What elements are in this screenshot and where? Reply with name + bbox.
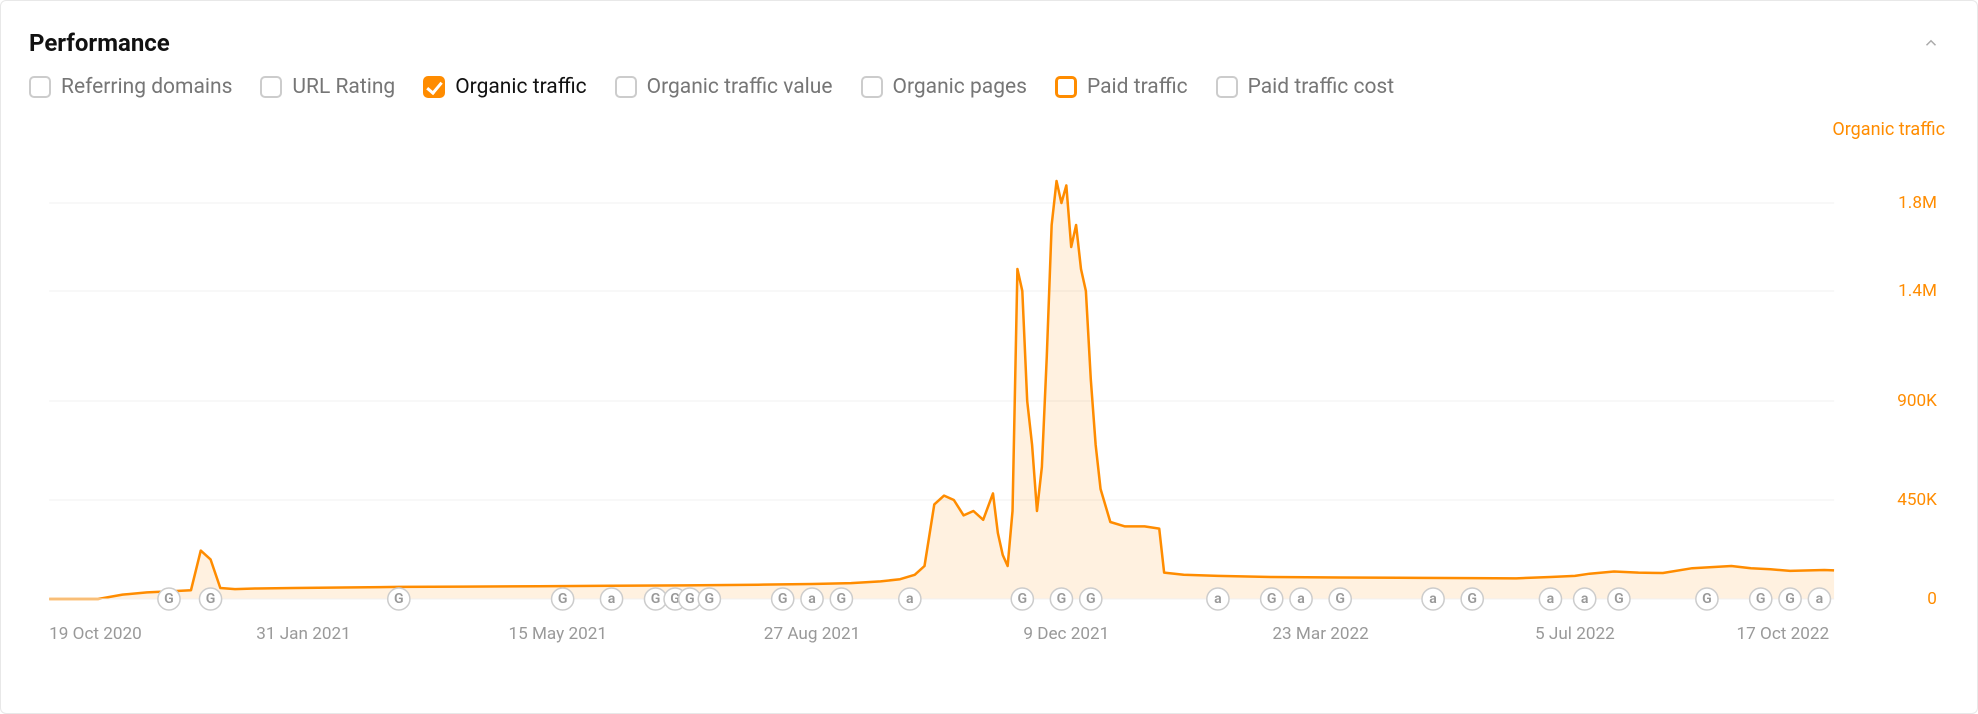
chevron-up-icon: [1922, 34, 1940, 52]
filter-label: Paid traffic: [1087, 75, 1188, 99]
x-tick-label: 5 Jul 2022: [1535, 624, 1615, 644]
checkbox-organic-pages[interactable]: [861, 76, 883, 98]
x-tick-label: 31 Jan 2021: [256, 624, 351, 644]
y-tick-label: 1.4M: [1898, 281, 1937, 301]
checkbox-referring-domains[interactable]: [29, 76, 51, 98]
update-marker-label: G: [1756, 591, 1766, 607]
filter-label: Referring domains: [61, 75, 232, 99]
y-tick-label: 0: [1927, 589, 1937, 609]
update-marker-label: G: [1017, 591, 1027, 607]
update-marker-label: G: [1467, 591, 1477, 607]
x-tick-label: 17 Oct 2022: [1737, 624, 1830, 644]
collapse-toggle[interactable]: [1917, 29, 1945, 57]
panel-header: Performance: [29, 29, 1945, 57]
filter-label: Organic traffic: [455, 75, 586, 99]
update-marker-label: G: [837, 591, 847, 607]
update-marker-label: G: [1335, 591, 1345, 607]
filter-label: URL Rating: [292, 75, 395, 99]
checkbox-paid-traffic[interactable]: [1055, 76, 1077, 98]
x-tick-label: 9 Dec 2021: [1023, 624, 1109, 644]
filter-label: Paid traffic cost: [1248, 75, 1395, 99]
update-marker-label: G: [558, 591, 568, 607]
checkbox-paid-traffic-cost[interactable]: [1216, 76, 1238, 98]
x-tick-label: 19 Oct 2020: [49, 624, 142, 644]
filter-organic-traffic[interactable]: Organic traffic: [423, 75, 586, 99]
y-tick-label: 1.8M: [1898, 193, 1937, 213]
update-marker-label: G: [394, 591, 404, 607]
update-marker-label: G: [1702, 591, 1712, 607]
panel-title: Performance: [29, 29, 170, 57]
checkbox-url-rating[interactable]: [260, 76, 282, 98]
filter-label: Organic traffic value: [647, 75, 833, 99]
update-marker-label: a: [1547, 591, 1555, 607]
filter-referring-domains[interactable]: Referring domains: [29, 75, 232, 99]
update-marker-label: G: [685, 591, 695, 607]
update-marker-label: G: [778, 591, 788, 607]
update-marker-label: G: [164, 591, 174, 607]
update-marker-label: G: [705, 591, 715, 607]
filter-url-rating[interactable]: URL Rating: [260, 75, 395, 99]
x-tick-label: 15 May 2021: [508, 624, 607, 644]
traffic-chart[interactable]: 0450K900K1.4M1.8MGGGGaGGGGGaGaGGGaGaGaGa…: [29, 119, 1945, 659]
update-marker-label: a: [1429, 591, 1437, 607]
update-marker-label: a: [1297, 591, 1305, 607]
update-marker-label: a: [906, 591, 914, 607]
update-marker-label: a: [1214, 591, 1222, 607]
update-marker-label: G: [651, 591, 661, 607]
area-fill: [49, 181, 1834, 599]
checkbox-organic-traffic[interactable]: [423, 76, 445, 98]
filter-bar: Referring domains URL Rating Organic traff…: [29, 75, 1945, 99]
checkbox-organic-traffic-value[interactable]: [615, 76, 637, 98]
filter-paid-traffic[interactable]: Paid traffic: [1055, 75, 1188, 99]
update-marker-label: G: [1267, 591, 1277, 607]
update-marker-label: a: [1816, 591, 1824, 607]
x-tick-label: 27 Aug 2021: [764, 624, 860, 644]
update-marker-label: G: [1614, 591, 1624, 607]
filter-organic-traffic-value[interactable]: Organic traffic value: [615, 75, 833, 99]
filter-paid-traffic-cost[interactable]: Paid traffic cost: [1216, 75, 1395, 99]
chart-container: Organic traffic 0450K900K1.4M1.8MGGGGaGG…: [29, 119, 1945, 659]
filter-label: Organic pages: [893, 75, 1027, 99]
performance-panel: Performance Referring domains URL Rating O…: [0, 0, 1978, 714]
update-marker-label: a: [1581, 591, 1589, 607]
update-marker-label: a: [608, 591, 616, 607]
y-tick-label: 450K: [1897, 490, 1937, 510]
x-tick-label: 23 Mar 2022: [1272, 624, 1368, 644]
update-marker-label: G: [1057, 591, 1067, 607]
filter-organic-pages[interactable]: Organic pages: [861, 75, 1027, 99]
update-marker-label: G: [1086, 591, 1096, 607]
update-marker-label: G: [1785, 591, 1795, 607]
update-marker-label: a: [808, 591, 816, 607]
y-tick-label: 900K: [1897, 391, 1937, 411]
update-marker-label: G: [206, 591, 216, 607]
